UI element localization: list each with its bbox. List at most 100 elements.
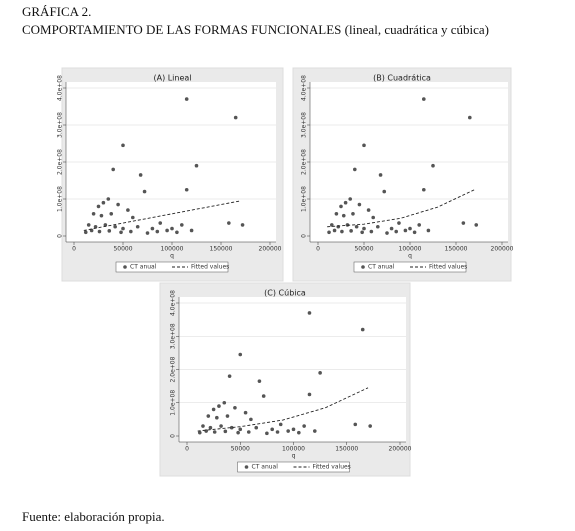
legend-label: Fitted values — [313, 464, 351, 471]
scatter-point — [354, 224, 359, 229]
scatter-point — [297, 430, 301, 435]
scatter-point — [155, 229, 160, 234]
legend-label: CT anual — [130, 264, 157, 271]
x-tick-label: 50000 — [231, 446, 250, 453]
y-tick-label: 1.0e+08 — [57, 186, 64, 212]
scatter-point — [208, 425, 213, 430]
y-tick-label: 2.0e+08 — [57, 149, 64, 175]
x-tick-label: 50000 — [113, 246, 132, 253]
panel-title: (B) Cuadrática — [373, 74, 431, 83]
scatter-point — [215, 415, 219, 420]
scatter-point — [357, 202, 362, 207]
source-note: Fuente: elaboración propia. — [22, 509, 165, 524]
scatter-point — [109, 212, 114, 216]
scatter-point — [106, 197, 111, 201]
scatter-point — [275, 430, 280, 434]
scatter-point — [330, 223, 334, 227]
scatter-point — [249, 417, 253, 422]
scatter-point — [101, 200, 106, 205]
figure-title: COMPORTAMIENTO DE LAS FORMAS FUNCIONALES… — [22, 22, 489, 37]
scatter-point — [360, 327, 365, 332]
scatter-point — [97, 229, 102, 234]
legend-swatch — [244, 465, 249, 469]
scatter-point — [99, 213, 104, 218]
scatter-point — [240, 223, 245, 227]
scatter-point — [145, 231, 150, 235]
scatter-point — [369, 229, 374, 234]
scatter-point — [278, 422, 283, 427]
scatter-point — [238, 352, 243, 357]
y-tick-label: 1.0e+08 — [170, 390, 177, 416]
scatter-point — [236, 430, 240, 435]
scatter-point — [426, 228, 431, 233]
scatter-point — [229, 425, 234, 430]
scatter-point — [349, 229, 353, 233]
y-tick-label: 3.0e+08 — [301, 112, 308, 138]
scatter-point — [206, 414, 211, 418]
x-tick-label: 100000 — [399, 246, 422, 253]
legend-label: Fitted values — [191, 264, 229, 271]
scatter-point — [378, 173, 383, 177]
scatter-point — [194, 163, 199, 168]
scatter-point — [246, 430, 251, 434]
scatter-point — [366, 208, 371, 212]
scatter-point — [138, 173, 143, 177]
fitted-line — [327, 189, 475, 228]
scatter-point — [313, 429, 317, 433]
scatter-point — [165, 228, 169, 233]
x-tick-label: 200000 — [491, 246, 514, 253]
legend-label: CT anual — [368, 264, 395, 271]
scatter-point — [417, 223, 422, 227]
y-tick-label: 2.0e+08 — [170, 356, 177, 382]
scatter-point — [197, 430, 202, 435]
scatter-point — [385, 231, 389, 235]
scatter-point — [422, 187, 426, 192]
figure-label: GRÁFICA 2. — [22, 4, 91, 19]
scatter-point — [422, 97, 426, 101]
scatter-point — [389, 226, 394, 231]
scatter-point — [318, 371, 322, 375]
scatter-point — [107, 229, 112, 233]
scatter-point — [219, 424, 223, 428]
x-tick-label: 50000 — [354, 246, 373, 253]
scatter-point — [91, 212, 96, 216]
legend-swatch — [123, 265, 127, 269]
scatter-point — [121, 226, 125, 231]
scatter-point — [403, 228, 408, 233]
y-tick-label: 1.0e+08 — [301, 186, 308, 212]
x-tick-label: 150000 — [445, 246, 468, 253]
scatter-point — [227, 374, 232, 378]
scatter-point — [286, 429, 290, 433]
x-tick-label: 0 — [316, 246, 320, 253]
scatter-point — [204, 429, 208, 433]
scatter-point — [371, 215, 376, 220]
scatter-point — [223, 429, 228, 434]
scatter-point — [184, 97, 189, 101]
fitted-line — [83, 200, 241, 231]
scatter-point — [222, 400, 227, 405]
scatter-point — [397, 221, 401, 225]
scatter-point — [291, 427, 296, 432]
x-tick-label: 0 — [72, 246, 76, 253]
scatter-point — [332, 228, 337, 233]
scatter-point — [302, 424, 306, 428]
scatter-point — [340, 229, 344, 234]
scatter-point — [343, 200, 348, 205]
legend-label: Fitted values — [429, 264, 467, 271]
scatter-point — [341, 213, 346, 218]
legend-label: CT anual — [252, 464, 279, 471]
y-tick-label: 4.0e+08 — [301, 75, 308, 101]
x-tick-label: 200000 — [259, 246, 282, 253]
scatter-point — [382, 189, 387, 194]
scatter-point — [243, 410, 248, 415]
scatter-point — [86, 223, 91, 227]
x-axis-label: q — [408, 253, 412, 260]
scatter-point — [233, 115, 238, 120]
x-tick-label: 200000 — [389, 446, 412, 453]
fitted-line — [197, 387, 369, 432]
y-tick-label: 0 — [57, 234, 64, 238]
scatter-point — [180, 223, 184, 227]
y-tick-label: 0 — [170, 434, 177, 438]
scatter-point — [362, 226, 366, 231]
scatter-point — [257, 379, 262, 383]
